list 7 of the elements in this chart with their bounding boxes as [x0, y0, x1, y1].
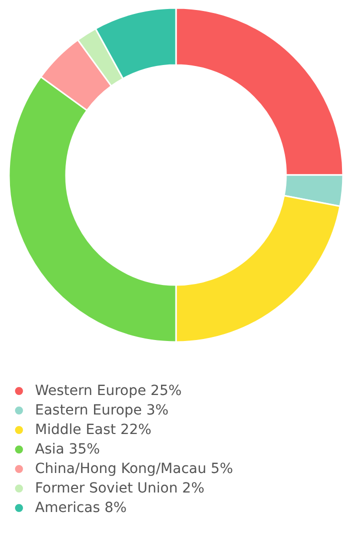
legend-label: Western Europe 25% [35, 383, 182, 399]
legend-label: Asia 35% [35, 442, 100, 458]
legend-label: Eastern Europe 3% [35, 402, 169, 418]
legend-label: Americas 8% [35, 500, 127, 516]
legend-label: Middle East 22% [35, 422, 152, 438]
legend-label: Former Soviet Union 2% [35, 480, 204, 496]
legend-label: China/Hong Kong/Macau 5% [35, 461, 234, 477]
